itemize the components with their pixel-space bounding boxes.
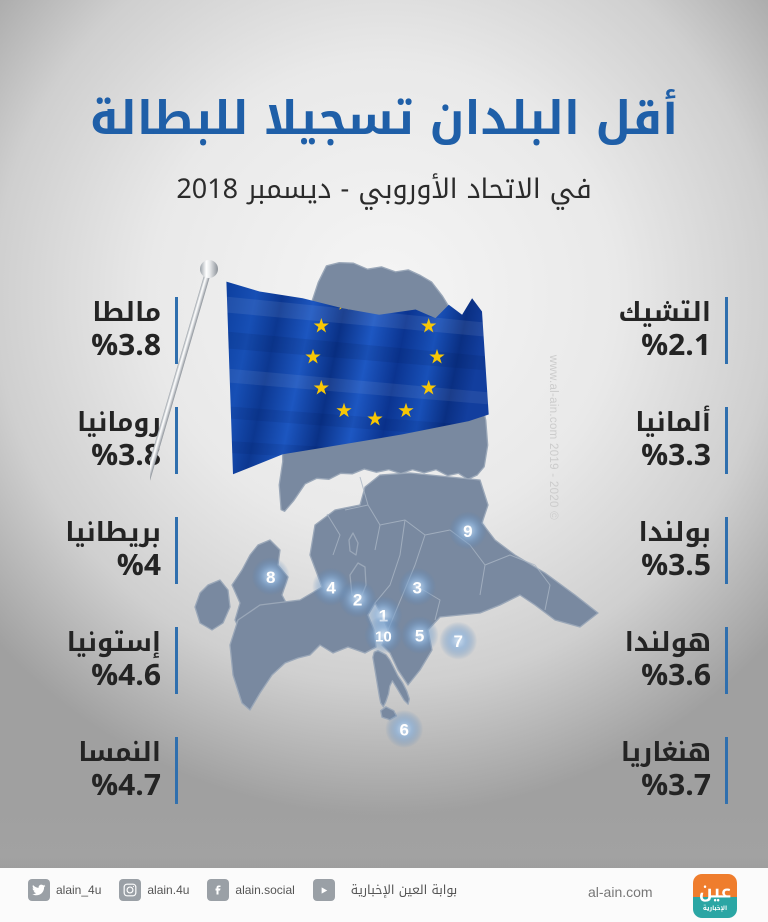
svg-text:5: 5 — [415, 627, 424, 646]
svg-text:2: 2 — [353, 590, 362, 609]
svg-text:10: 10 — [375, 629, 392, 646]
svg-text:3: 3 — [412, 579, 421, 598]
svg-text:4: 4 — [326, 579, 336, 598]
svg-text:الإخبارية: الإخبارية — [703, 902, 727, 914]
svg-text:8: 8 — [266, 568, 275, 587]
svg-text:7: 7 — [453, 632, 462, 651]
svg-text:6: 6 — [399, 721, 408, 740]
svg-text:9: 9 — [463, 522, 472, 541]
